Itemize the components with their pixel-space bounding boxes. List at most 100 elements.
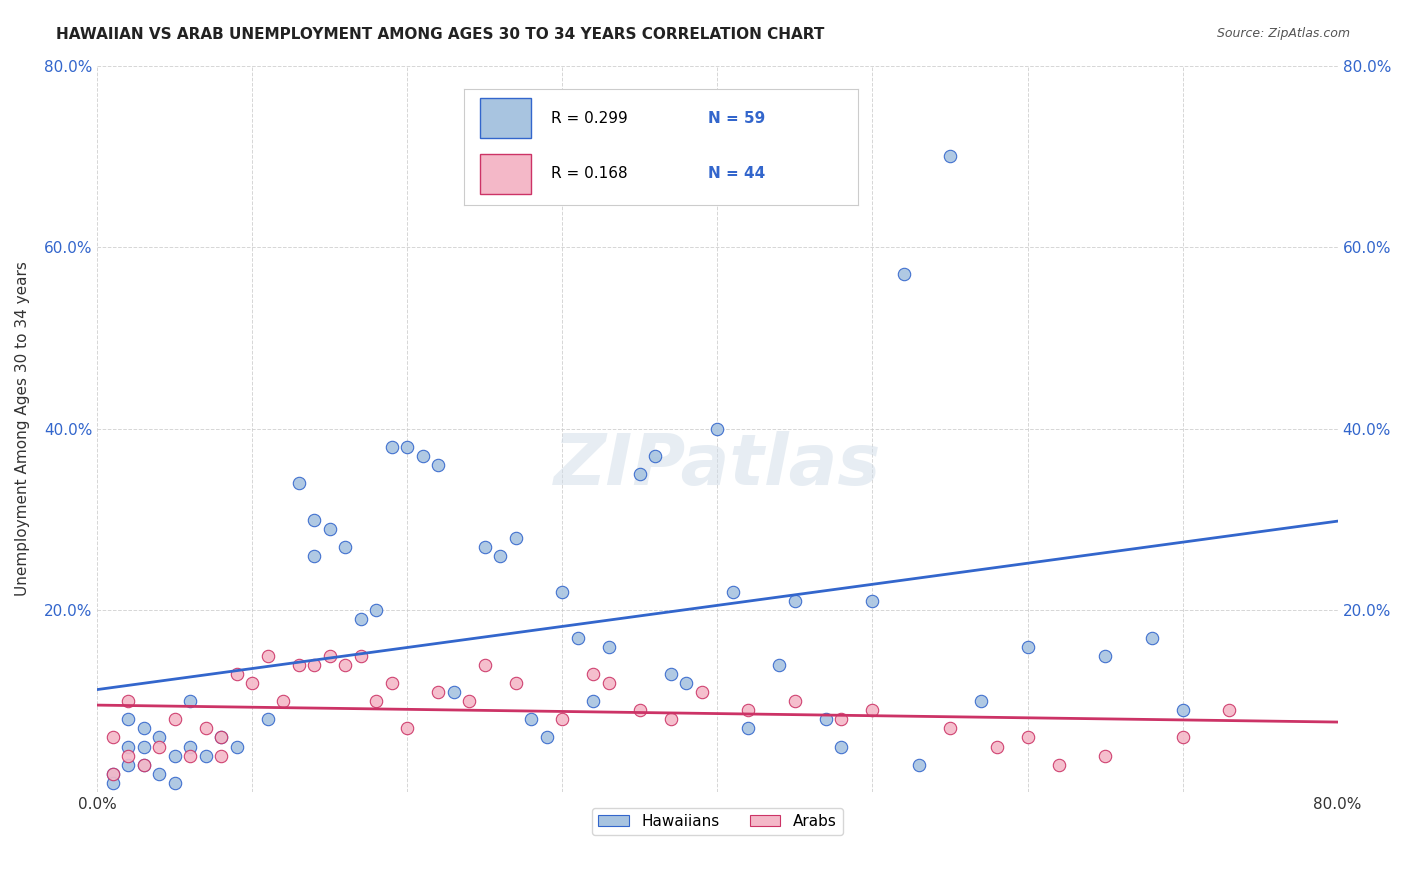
Point: [335, 657, 357, 672]
Point: [366, 603, 388, 617]
Point: [304, 549, 326, 563]
Point: [1140, 631, 1163, 645]
Point: [304, 512, 326, 526]
Point: [737, 703, 759, 717]
Point: [598, 640, 620, 654]
Text: R = 0.299: R = 0.299: [551, 111, 627, 126]
Text: N = 44: N = 44: [709, 166, 765, 181]
Point: [148, 739, 170, 754]
Point: [117, 739, 139, 754]
Point: [396, 440, 419, 454]
Point: [644, 449, 666, 463]
Point: [117, 712, 139, 726]
Point: [132, 739, 155, 754]
Point: [194, 748, 217, 763]
Point: [427, 458, 450, 472]
Point: [209, 731, 232, 745]
Point: [458, 694, 481, 708]
Text: R = 0.168: R = 0.168: [551, 166, 627, 181]
Point: [1171, 731, 1194, 745]
Point: [163, 748, 186, 763]
Point: [179, 694, 201, 708]
Point: [628, 467, 651, 482]
Point: [179, 739, 201, 754]
Point: [240, 676, 263, 690]
Point: [101, 766, 124, 780]
Point: [304, 657, 326, 672]
Point: [148, 731, 170, 745]
Point: [598, 676, 620, 690]
Point: [567, 631, 589, 645]
Point: [489, 549, 512, 563]
Point: [101, 776, 124, 790]
FancyBboxPatch shape: [479, 154, 531, 194]
Y-axis label: Unemployment Among Ages 30 to 34 years: Unemployment Among Ages 30 to 34 years: [15, 261, 30, 596]
Point: [830, 739, 852, 754]
Point: [551, 712, 574, 726]
Point: [101, 766, 124, 780]
Point: [970, 694, 993, 708]
Point: [690, 685, 713, 699]
Point: [117, 748, 139, 763]
Point: [427, 685, 450, 699]
Point: [582, 667, 605, 681]
Point: [256, 648, 278, 663]
Point: [350, 648, 373, 663]
Point: [194, 722, 217, 736]
Point: [381, 440, 404, 454]
Point: [350, 612, 373, 626]
Point: [659, 712, 682, 726]
Text: N = 59: N = 59: [709, 111, 765, 126]
Point: [179, 748, 201, 763]
Point: [737, 722, 759, 736]
Point: [536, 731, 558, 745]
Point: [1094, 648, 1116, 663]
Point: [163, 776, 186, 790]
Legend: Hawaiians, Arabs: Hawaiians, Arabs: [592, 808, 842, 835]
Point: [814, 712, 837, 726]
FancyBboxPatch shape: [479, 98, 531, 138]
Point: [1218, 703, 1240, 717]
Point: [412, 449, 434, 463]
Point: [862, 703, 884, 717]
Point: [505, 676, 527, 690]
Point: [474, 540, 496, 554]
Point: [335, 540, 357, 554]
Point: [783, 594, 806, 608]
Point: [132, 722, 155, 736]
Point: [582, 694, 605, 708]
Point: [101, 731, 124, 745]
Point: [381, 676, 404, 690]
Point: [117, 757, 139, 772]
Point: [396, 722, 419, 736]
Point: [209, 748, 232, 763]
Point: [319, 522, 342, 536]
Point: [288, 657, 311, 672]
Point: [148, 766, 170, 780]
Point: [893, 268, 915, 282]
Point: [225, 667, 247, 681]
Point: [132, 757, 155, 772]
Point: [862, 594, 884, 608]
Point: [1171, 703, 1194, 717]
Point: [551, 585, 574, 599]
Point: [986, 739, 1008, 754]
Text: Source: ZipAtlas.com: Source: ZipAtlas.com: [1216, 27, 1350, 40]
Point: [225, 739, 247, 754]
Point: [908, 757, 931, 772]
Point: [288, 476, 311, 491]
Point: [628, 703, 651, 717]
Point: [830, 712, 852, 726]
Point: [271, 694, 294, 708]
Point: [163, 712, 186, 726]
Point: [505, 531, 527, 545]
Point: [474, 657, 496, 672]
Point: [117, 694, 139, 708]
Point: [443, 685, 465, 699]
Point: [319, 648, 342, 663]
Point: [768, 657, 790, 672]
Text: ZIPatlas: ZIPatlas: [554, 431, 882, 500]
Text: HAWAIIAN VS ARAB UNEMPLOYMENT AMONG AGES 30 TO 34 YEARS CORRELATION CHART: HAWAIIAN VS ARAB UNEMPLOYMENT AMONG AGES…: [56, 27, 824, 42]
Point: [939, 149, 962, 163]
Point: [209, 731, 232, 745]
